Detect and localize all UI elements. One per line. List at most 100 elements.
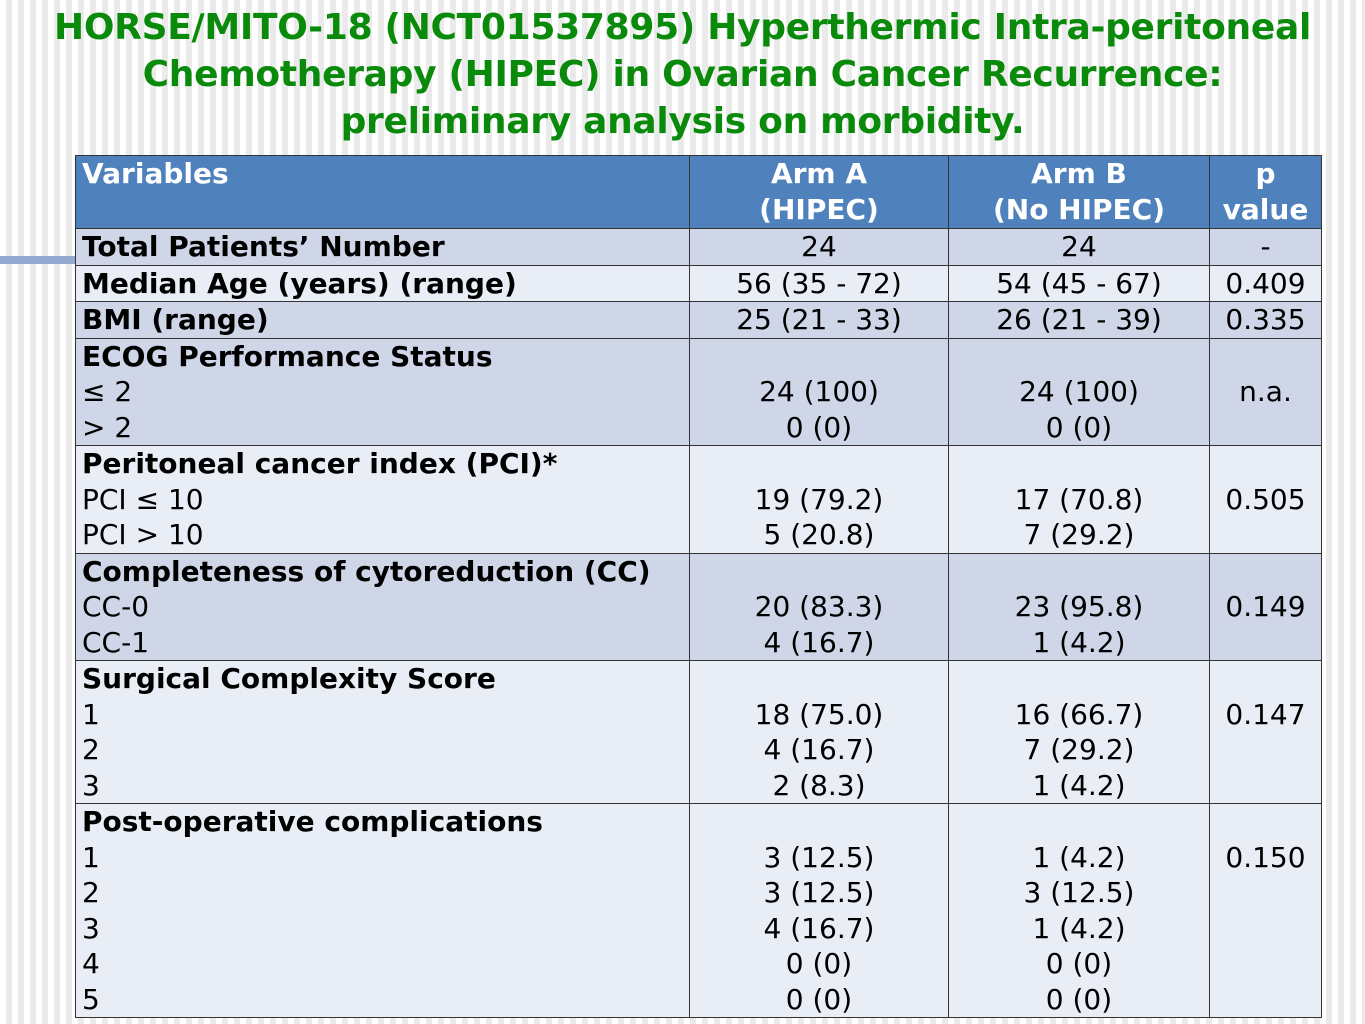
value: 19 (79.2) [754,482,884,516]
cell-p-value: 0.409 [1209,264,1322,302]
title-line-2: Chemotherapy (HIPEC) in Ovarian Cancer R… [142,54,1223,95]
row-label: ECOG Performance Status [82,339,493,373]
row-label-cell: ECOG Performance Status ≤ 2 > 2 [75,337,690,446]
table-row-cc: Completeness of cytoreduction (CC) CC-0 … [75,552,1322,661]
title-line-3: preliminary analysis on morbidity. [340,101,1025,142]
cell-arm-a: 25 (21 - 33) [689,301,949,339]
header-arm-a-line1: Arm A [770,157,868,190]
table-row-ecog: ECOG Performance Status ≤ 2 > 2 24 (100)… [75,337,1322,446]
value: 1 (4.2) [1032,625,1126,659]
value: 3 (12.5) [763,876,875,909]
table-row-bmi: BMI (range) 25 (21 - 33) 26 (21 - 39) 0.… [75,301,1322,339]
row-label-cell: Peritoneal cancer index (PCI)* PCI ≤ 10 … [75,445,690,554]
row-label: Completeness of cytoreduction (CC) [82,554,651,588]
table-row-scs: Surgical Complexity Score 1 2 3 18 (75.0… [75,660,1322,804]
row-label: Median Age (years) (range) [75,264,690,302]
row-label-cell: Post-operative complications 1 2 3 4 5 [75,803,690,1018]
value: 3 (12.5) [763,840,875,874]
table-row-postop: Post-operative complications 1 2 3 4 5 3… [75,803,1322,1018]
row-label: Peritoneal cancer index (PCI)* [82,447,558,480]
cell-arm-b: 16 (66.7) 7 (29.2) 1 (4.2) [948,660,1210,804]
value: 0.147 [1225,697,1306,731]
sub-label: 3 [82,768,100,802]
header-p-line2: value [1222,192,1309,226]
cell-arm-b: 26 (21 - 39) [948,301,1210,339]
cell-arm-a: 18 (75.0) 4 (16.7) 2 (8.3) [689,660,949,804]
value: 1 (4.2) [1032,911,1126,945]
cell-p-value: 0.335 [1209,301,1322,339]
table-row-pci: Peritoneal cancer index (PCI)* PCI ≤ 10 … [75,445,1322,554]
value: 0 (0) [1045,410,1113,444]
cell-arm-b: 24 [948,228,1210,266]
table-header-row: Variables Arm A (HIPEC) Arm B (No HIPEC)… [75,155,1322,229]
sub-label: 2 [82,733,100,766]
header-arm-a-line2: (HIPEC) [759,192,879,226]
value: 0 (0) [1045,947,1113,980]
sub-label: PCI > 10 [82,518,204,551]
value: 1 (4.2) [1032,840,1126,874]
cell-p-value: 0.149 [1209,552,1322,661]
value: 16 (66.7) [1014,697,1144,731]
cell-arm-b: 1 (4.2) 3 (12.5) 1 (4.2) 0 (0) 0 (0) [948,803,1210,1018]
value: 0 (0) [785,982,853,1016]
sub-label: 1 [82,697,100,731]
decorative-line [0,256,78,264]
header-arm-b-line2: (No HIPEC) [992,192,1166,226]
header-arm-b-line1: Arm B [1031,157,1127,190]
cell-arm-b: 23 (95.8) 1 (4.2) [948,552,1210,661]
value: 4 (16.7) [763,625,875,659]
cell-arm-b: 54 (45 - 67) [948,264,1210,302]
cell-p-value: 0.505 [1209,445,1322,554]
cell-arm-a: 20 (83.3) 4 (16.7) [689,552,949,661]
sub-label: 3 [82,911,100,945]
cell-arm-a: 24 (100) 0 (0) [689,337,949,446]
header-arm-b: Arm B (No HIPEC) [948,155,1210,229]
morbidity-table: Variables Arm A (HIPEC) Arm B (No HIPEC)… [75,155,1322,1018]
header-p-line1: p [1255,157,1276,190]
row-label: Post-operative complications [82,805,543,838]
value: 23 (95.8) [1014,590,1144,623]
value: 3 (12.5) [1023,876,1135,909]
row-label-cell: Surgical Complexity Score 1 2 3 [75,660,690,804]
value: 1 (4.2) [1032,768,1126,802]
value: 0.150 [1225,840,1306,874]
sub-label: PCI ≤ 10 [82,482,204,516]
sub-label: CC-1 [82,625,150,659]
value: 24 (100) [1019,375,1139,408]
value: 17 (70.8) [1014,482,1144,516]
value: 5 (20.8) [763,518,875,551]
sub-label: 5 [82,982,100,1016]
header-arm-a: Arm A (HIPEC) [689,155,949,229]
cell-arm-a: 24 [689,228,949,266]
table-row-total: Total Patients’ Number 24 24 - [75,228,1322,266]
row-label: BMI (range) [75,301,690,339]
cell-arm-a: 3 (12.5) 3 (12.5) 4 (16.7) 0 (0) 0 (0) [689,803,949,1018]
value: 7 (29.2) [1023,518,1135,551]
title-line-1: HORSE/MITO-18 (NCT01537895) Hyperthermic… [54,7,1311,48]
cell-p-value: 0.147 [1209,660,1322,804]
sub-label: 1 [82,840,100,874]
value: 7 (29.2) [1023,733,1135,766]
value: 0 (0) [785,947,853,980]
cell-arm-b: 17 (70.8) 7 (29.2) [948,445,1210,554]
sub-label: ≤ 2 [82,375,133,408]
sub-label: 4 [82,947,100,980]
header-variables: Variables [75,155,690,229]
cell-p-value: n.a. [1209,337,1322,446]
sub-label: > 2 [82,410,133,444]
slide-title: HORSE/MITO-18 (NCT01537895) Hyperthermic… [0,4,1365,145]
header-p-value: p value [1209,155,1322,229]
cell-p-value: 0.150 [1209,803,1322,1018]
cell-arm-b: 24 (100) 0 (0) [948,337,1210,446]
cell-arm-a: 56 (35 - 72) [689,264,949,302]
value: 4 (16.7) [763,911,875,945]
value: 20 (83.3) [754,590,884,623]
sub-label: 2 [82,876,100,909]
row-label: Total Patients’ Number [75,228,690,266]
value: 4 (16.7) [763,733,875,766]
cell-arm-a: 19 (79.2) 5 (20.8) [689,445,949,554]
sub-label: CC-0 [82,590,150,623]
value: 0 (0) [785,410,853,444]
value: 2 (8.3) [772,768,866,802]
value: 0 (0) [1045,982,1113,1016]
